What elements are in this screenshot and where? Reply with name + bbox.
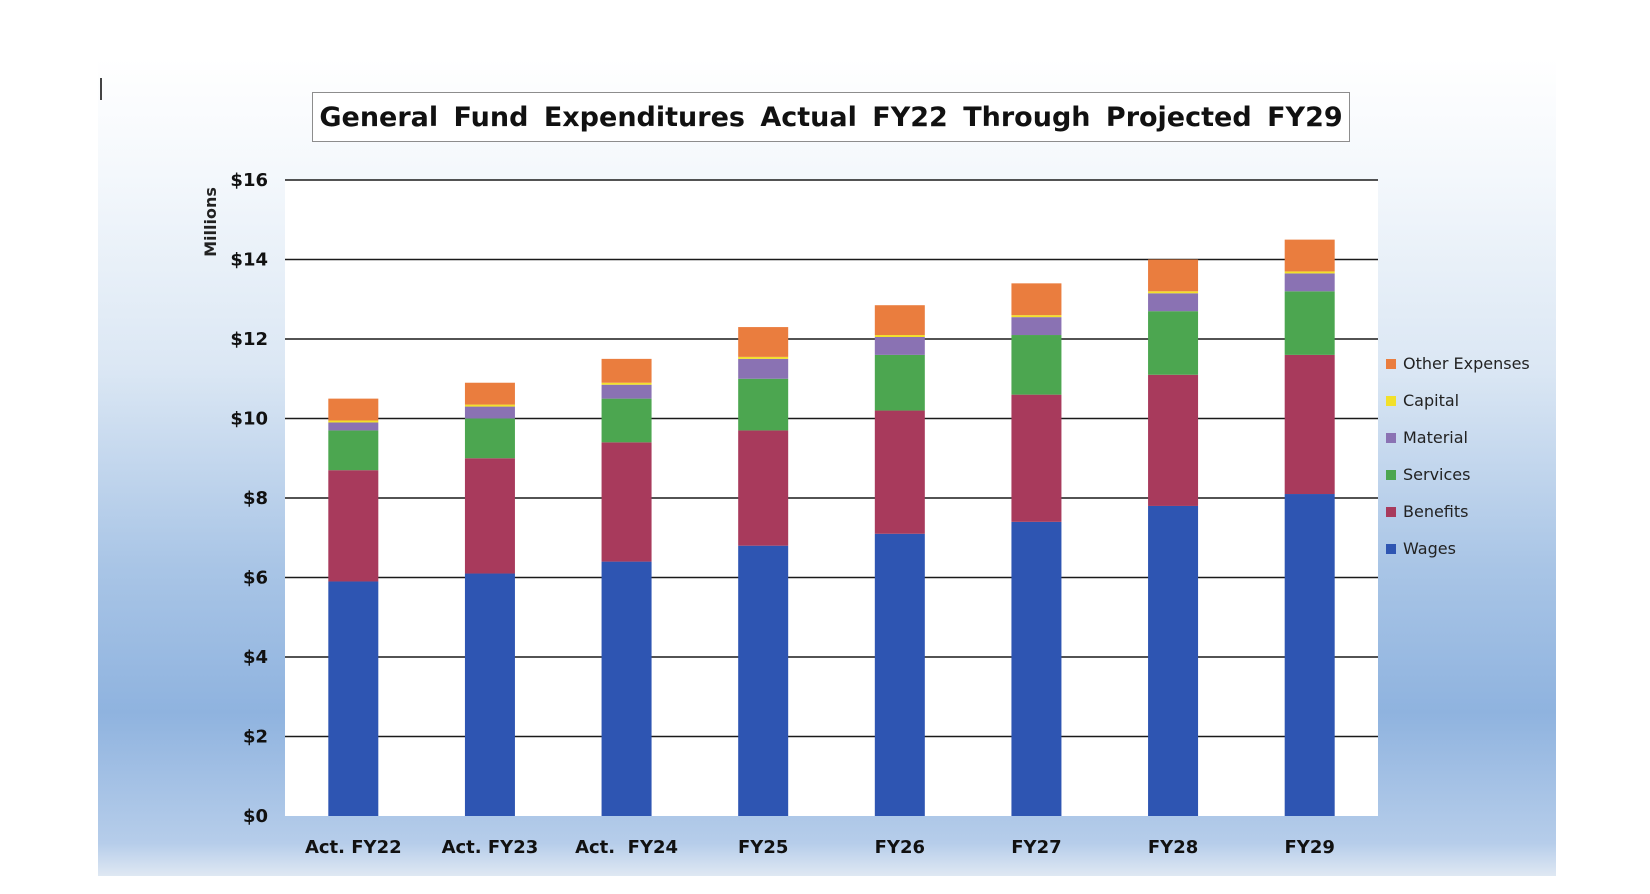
- x-tick-label: Act. FY23: [442, 837, 539, 858]
- legend-item-other-expenses: Other Expenses: [1386, 345, 1530, 382]
- x-tick-label: FY29: [1284, 837, 1334, 858]
- bar-segment-services: [1148, 311, 1199, 375]
- bar-segment-wages: [1011, 521, 1062, 816]
- bar-segment-material: [464, 406, 515, 419]
- bar-segment-wages: [1284, 494, 1335, 816]
- legend-item-capital: Capital: [1386, 382, 1530, 419]
- y-tick-labels: $0 $2 $4 $6 $8 $10 $12 $14 $16: [230, 170, 268, 827]
- bar-segment-material: [1148, 293, 1199, 312]
- bar-segment-benefits: [1284, 354, 1335, 495]
- bar-segment-other-expenses: [738, 327, 789, 357]
- bar-segment-capital: [874, 335, 925, 338]
- bar-segment-services: [601, 398, 652, 443]
- bar-segment-other-expenses: [328, 398, 379, 421]
- bar-segment-material: [1011, 317, 1062, 336]
- legend-swatch: [1386, 432, 1396, 443]
- bar-segment-capital: [601, 382, 652, 385]
- bar-segment-other-expenses: [1011, 283, 1062, 316]
- legend: Other Expenses Capital Material Services Ben…: [1386, 345, 1530, 567]
- legend-label: Services: [1403, 465, 1471, 484]
- bars: [328, 239, 1335, 816]
- legend-label: Capital: [1403, 391, 1460, 410]
- bar-segment-capital: [464, 404, 515, 407]
- y-tick-label: $16: [230, 170, 268, 191]
- y-tick-label: $2: [243, 727, 268, 748]
- x-tick-label: Act. FY22: [305, 837, 402, 858]
- y-tick-label: $12: [230, 329, 268, 350]
- bar-segment-services: [464, 418, 515, 459]
- legend-label: Material: [1403, 428, 1468, 447]
- x-tick-label: FY28: [1148, 837, 1198, 858]
- bar-segment-other-expenses: [874, 305, 925, 336]
- bar-segment-wages: [328, 581, 379, 816]
- legend-swatch: [1386, 395, 1396, 406]
- bar-segment-benefits: [601, 442, 652, 562]
- x-tick-labels: Act. FY22 Act. FY23 Act. FY24 FY25 FY26 FY27 F…: [305, 837, 1335, 858]
- bar-segment-benefits: [874, 410, 925, 534]
- bar-segment-capital: [1284, 271, 1335, 274]
- bar-segment-benefits: [464, 458, 515, 574]
- x-tick-label: FY25: [738, 837, 788, 858]
- legend-item-benefits: Benefits: [1386, 493, 1530, 530]
- x-tick-label: FY26: [875, 837, 925, 858]
- bar-segment-other-expenses: [1148, 259, 1199, 292]
- chart-title: General Fund Expenditures Actual FY22 Th…: [312, 92, 1350, 142]
- bar-segment-material: [601, 384, 652, 399]
- page-edge-mark: [100, 78, 102, 100]
- bar-segment-services: [738, 378, 789, 431]
- bar-segment-benefits: [1011, 394, 1062, 522]
- y-tick-label: $6: [243, 568, 268, 589]
- bar-segment-wages: [874, 533, 925, 816]
- bar-segment-benefits: [1148, 374, 1199, 506]
- bar-segment-benefits: [738, 430, 789, 546]
- legend-swatch: [1386, 469, 1396, 480]
- bar-segment-wages: [738, 545, 789, 816]
- bar-segment-capital: [1148, 291, 1199, 294]
- bar-segment-material: [874, 337, 925, 355]
- bar-segment-services: [1011, 335, 1062, 395]
- bar-segment-capital: [1011, 315, 1062, 318]
- y-tick-label: $4: [243, 647, 268, 668]
- legend-label: Other Expenses: [1403, 354, 1530, 373]
- legend-label: Benefits: [1403, 502, 1469, 521]
- y-tick-label: $14: [230, 250, 268, 271]
- bar-segment-services: [1284, 291, 1335, 355]
- bar-segment-other-expenses: [601, 358, 652, 383]
- y-tick-label: $8: [243, 488, 268, 509]
- x-tick-label: Act. FY24: [575, 837, 678, 858]
- legend-swatch: [1386, 358, 1396, 369]
- bar-segment-material: [328, 422, 379, 431]
- bar-segment-services: [874, 354, 925, 411]
- bar-segment-benefits: [328, 470, 379, 582]
- bar-segment-wages: [464, 573, 515, 816]
- legend-item-wages: Wages: [1386, 530, 1530, 567]
- y-axis-label: Millions: [201, 187, 220, 257]
- bar-segment-services: [328, 430, 379, 471]
- bar-segment-wages: [601, 561, 652, 816]
- legend-swatch: [1386, 506, 1396, 517]
- bar-segment-other-expenses: [1284, 239, 1335, 272]
- legend-swatch: [1386, 543, 1396, 554]
- bar-segment-material: [738, 358, 789, 379]
- legend-label: Wages: [1403, 539, 1456, 558]
- bar-segment-wages: [1148, 505, 1199, 816]
- bar-segment-capital: [738, 356, 789, 359]
- x-tick-label: FY27: [1011, 837, 1061, 858]
- legend-item-material: Material: [1386, 419, 1530, 456]
- bar-segment-capital: [328, 420, 379, 423]
- legend-item-services: Services: [1386, 456, 1530, 493]
- y-tick-label: $0: [243, 806, 268, 827]
- y-tick-label: $10: [230, 409, 268, 430]
- bar-segment-material: [1284, 273, 1335, 292]
- bar-segment-other-expenses: [464, 382, 515, 405]
